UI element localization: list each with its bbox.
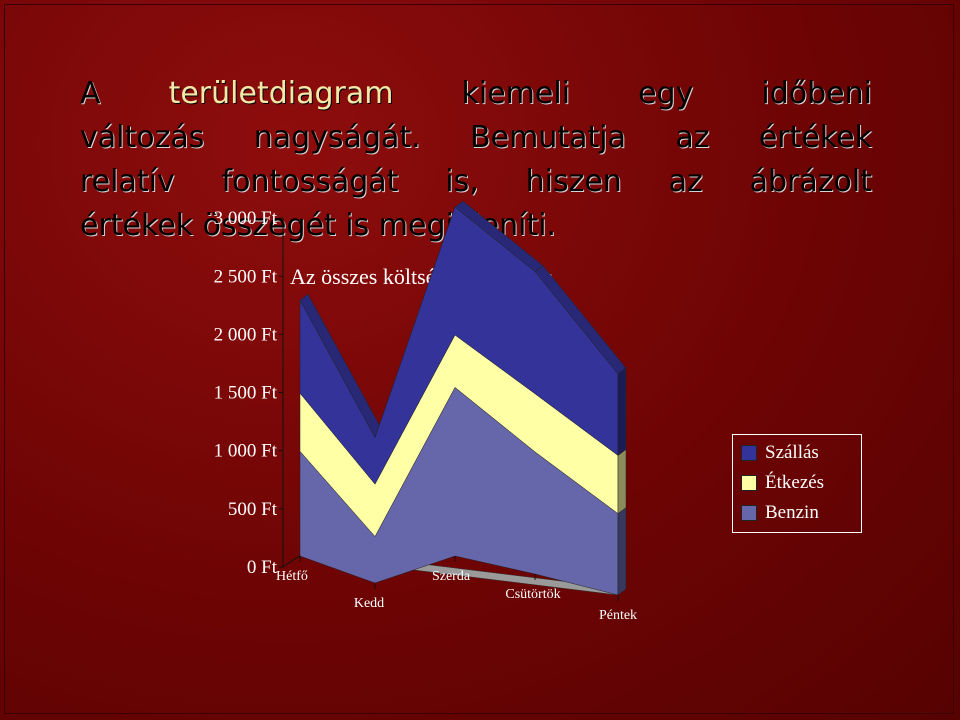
legend-label-etkezes: Étkezés bbox=[765, 472, 825, 493]
y-tick-label: 1 500 Ft bbox=[214, 383, 278, 404]
legend-swatch-etkezes bbox=[741, 475, 757, 491]
x-tick-label: Kedd bbox=[354, 596, 384, 611]
area-side-szállás bbox=[617, 367, 627, 456]
y-tick-label: 1 000 Ft bbox=[214, 441, 278, 462]
y-tick-label: 500 Ft bbox=[228, 499, 278, 520]
x-tick-label: Csütörtök bbox=[505, 587, 560, 602]
legend-label-benzin: Benzin bbox=[765, 502, 819, 523]
legend-item-szallas: Szállás bbox=[741, 438, 855, 468]
slide-frame bbox=[4, 4, 954, 714]
y-tick-label: 2 500 Ft bbox=[214, 266, 278, 287]
y-tick-label: 0 Ft bbox=[247, 557, 278, 578]
text-line-1: A területdiagram kiemeli egy időbeni bbox=[80, 76, 872, 111]
area-side-benzin bbox=[617, 507, 627, 596]
x-tick-label: Hétfő bbox=[276, 569, 308, 584]
legend-label-szallas: Szállás bbox=[765, 442, 819, 463]
legend-item-benzin: Benzin bbox=[741, 498, 855, 528]
text-line-2: változás nagyságát. Bemutatja az értékek bbox=[80, 120, 872, 155]
legend-swatch-szallas bbox=[741, 445, 757, 461]
legend-item-etkezes: Étkezés bbox=[741, 468, 855, 498]
x-tick-label: Szerda bbox=[432, 569, 471, 584]
area-side-étkezés bbox=[617, 448, 627, 515]
y-tick-label: 3 000 Ft bbox=[214, 208, 278, 229]
chart-legend: Szállás Étkezés Benzin bbox=[732, 434, 862, 533]
x-tick-label: Péntek bbox=[599, 608, 637, 623]
text-line-3: relatív fontosságát is, hiszen az ábrázo… bbox=[80, 164, 872, 199]
legend-swatch-benzin bbox=[741, 505, 757, 521]
highlighted-word: területdiagram bbox=[168, 76, 394, 111]
y-tick-label: 2 000 Ft bbox=[214, 324, 278, 345]
